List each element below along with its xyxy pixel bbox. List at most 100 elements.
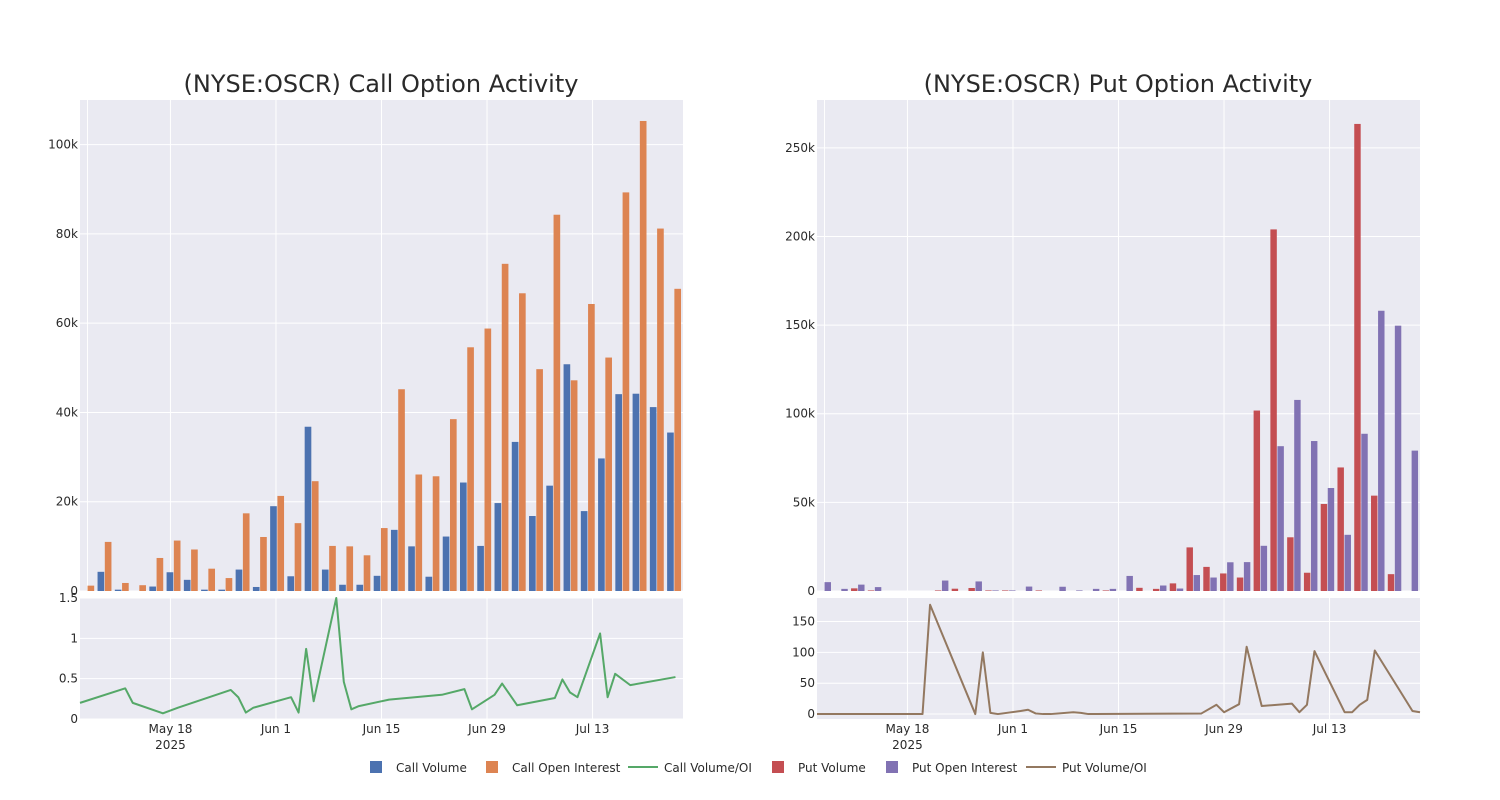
call-open-interestbar <box>380 528 388 591</box>
put-volumebar <box>1303 572 1311 591</box>
call-volumebar <box>442 536 450 591</box>
put-open-interestbar <box>1344 534 1351 591</box>
put-volumebar <box>951 588 959 591</box>
put-open-interestbar <box>824 582 831 591</box>
x-tick-label: Jul 13 <box>575 722 610 736</box>
call-volumebar <box>390 529 398 591</box>
put-open-interestbar <box>1260 545 1268 591</box>
y-tick-label: 100k <box>785 407 815 421</box>
put-open-interestbar <box>1193 575 1200 591</box>
call-open-interestbar <box>156 557 164 591</box>
x-tick-label: Jun 29 <box>1204 722 1243 736</box>
y-tick-label: 40k <box>56 405 78 419</box>
legend-label: Call Volume/OI <box>664 761 752 775</box>
call-volumebar <box>494 503 502 591</box>
put-open-interestbar <box>1294 399 1301 591</box>
put-open-interestbar <box>1277 446 1284 591</box>
put-open-interestbar <box>1394 325 1402 591</box>
put-volumebar <box>1102 590 1110 591</box>
chart-title: (NYSE:OSCR) Put Option Activity <box>924 70 1313 98</box>
call-open-interestbar <box>260 536 267 591</box>
ratio-y-tick-label: 100 <box>792 645 815 659</box>
put-volumebar <box>1035 590 1042 591</box>
call-volumebar <box>270 506 277 591</box>
put-volumebar <box>1253 410 1261 591</box>
call-open-interestbar <box>449 419 457 591</box>
call-volumebar <box>632 393 640 591</box>
put-volumebar <box>1387 574 1395 591</box>
call-open-interestbar <box>122 582 129 591</box>
call-volumebar <box>304 426 312 591</box>
call-volumebar <box>529 516 536 591</box>
call-volumebar <box>201 589 208 591</box>
y-tick-label: 50k <box>793 495 815 509</box>
call-volumebar <box>460 482 467 591</box>
call-volumebar <box>97 571 105 591</box>
call-open-interestbar <box>363 555 371 591</box>
legend-label: Call Volume <box>396 761 467 775</box>
y-tick-label: 60k <box>56 316 78 330</box>
put-open-interestbar <box>1126 575 1133 591</box>
put-volumebar <box>1337 467 1344 591</box>
call-open-interestbar <box>570 380 578 591</box>
call-volumebar <box>218 589 226 591</box>
ratio-y-tick-label: 1 <box>70 631 78 645</box>
call-open-interestbar <box>657 228 664 592</box>
put-option-chart: (NYSE:OSCR) Put Option Activity May 18 202… <box>785 70 1421 752</box>
x-tick-label: Jun 1 <box>997 722 1028 736</box>
put-open-interestbar <box>1059 586 1066 591</box>
x-tick-label: 2025 <box>892 738 923 752</box>
call-volumebar <box>287 576 295 591</box>
put-volumebar <box>1169 583 1177 591</box>
put-open-interestbar <box>1009 590 1016 591</box>
call-volumebar <box>667 432 674 591</box>
put-volumebar <box>1186 547 1193 591</box>
call-volumebar <box>339 584 346 591</box>
call-volumebar <box>425 576 433 591</box>
x-tick-label: May 18 <box>148 722 192 736</box>
put-open-interestbar <box>874 587 882 591</box>
call-open-interestbar <box>208 568 216 591</box>
call-open-interestbar <box>622 192 630 591</box>
call-option-chart: (NYSE:OSCR) Call Option Activity May 18 20… <box>48 70 683 752</box>
put-open-interestbar <box>1227 562 1234 591</box>
put-volumebar <box>985 590 992 591</box>
ratio-y-tick-label: 0 <box>807 707 815 721</box>
call-open-interestbar <box>346 546 354 591</box>
call-volume-oiline <box>79 597 676 715</box>
put-volumebar <box>851 588 858 591</box>
call-open-interestbar <box>294 523 302 591</box>
put-volumebar <box>1287 537 1294 591</box>
x-tick-label: May 18 <box>885 722 929 736</box>
ratio-y-tick-label: 0.5 <box>59 672 78 686</box>
call-open-interestbar <box>139 585 146 591</box>
put-open-interestbar <box>1210 577 1217 591</box>
x-tick-label: Jun 29 <box>467 722 506 736</box>
put-volumebar <box>1203 566 1210 591</box>
call-open-interestbar <box>467 347 474 591</box>
call-volumebar <box>477 545 484 591</box>
call-volumebar <box>511 441 519 591</box>
put-volumebar <box>968 587 975 591</box>
y-tick-label: 100k <box>48 138 78 152</box>
put-open-interestbar <box>941 580 949 591</box>
y-tick-label: 20k <box>56 495 78 509</box>
legend-swatch <box>370 761 382 773</box>
call-volumebar <box>252 586 260 591</box>
put-open-interestbar <box>1411 450 1419 591</box>
y-tick-label: 0 <box>70 584 78 598</box>
put-volumebar <box>1371 495 1378 591</box>
call-volumebar <box>356 584 364 591</box>
call-open-interestbar <box>191 549 198 591</box>
call-open-interestbar <box>415 474 423 591</box>
call-open-interestbar <box>277 495 285 591</box>
put-open-interestbar <box>1025 586 1033 591</box>
y-tick-label: 150k <box>785 318 815 332</box>
call-open-interestbar <box>432 476 440 591</box>
call-volumebar <box>149 586 156 591</box>
x-tick-label: Jun 15 <box>362 722 401 736</box>
call-volumebar <box>598 458 605 591</box>
call-volumebar <box>235 569 243 591</box>
call-open-interestbar <box>329 545 336 591</box>
